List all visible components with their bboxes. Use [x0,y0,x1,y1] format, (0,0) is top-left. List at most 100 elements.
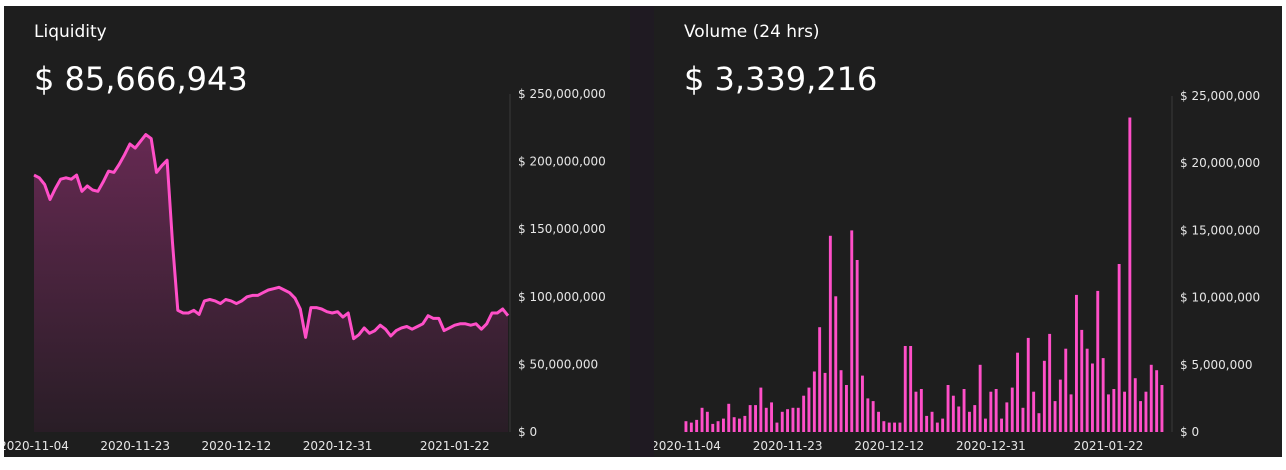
volume-bar [780,411,784,432]
volume-bar [1101,358,1105,432]
volume-bar [935,422,939,432]
volume-bar [866,398,870,432]
x-tick-label: 2020-11-04 [4,439,69,453]
volume-bar [1155,370,1159,432]
volume-bar [871,401,875,432]
volume-bar [1016,352,1019,432]
volume-bar [807,387,811,432]
volume-bar [930,411,934,432]
x-tick-label: 2020-12-12 [854,439,924,453]
volume-bar [951,395,955,432]
volume-bar [1000,418,1003,432]
volume-bar [1032,391,1036,432]
volume-bar [994,389,998,432]
volume-bar [1075,294,1078,432]
volume-bar [1160,385,1164,432]
volume-bar [973,405,977,432]
volume-bar [903,346,907,432]
x-tick-label: 2021-01-22 [420,439,490,453]
y-tick-label: $ 20,000,000 [1180,156,1260,170]
volume-bar [695,419,699,432]
volume-bar [812,371,816,432]
volume-bar [1117,264,1121,432]
volume-bar [828,235,832,432]
volume-bar [882,421,886,432]
volume-bar [796,407,800,432]
volume-bar [700,407,704,432]
liquidity-panel: Liquidity $ 85,666,943 $ 250,000,000 $ 20… [4,6,630,457]
volume-bar [1048,333,1052,432]
volume-bar [1042,360,1046,432]
volume-bar [941,418,945,432]
volume-bar [1064,348,1068,432]
volume-bar [919,389,923,432]
y-tick-label: $ 15,000,000 [1180,223,1260,237]
y-tick-label: $ 0 [518,425,537,439]
y-tick-label: $ 25,000,000 [1180,89,1260,103]
volume-bar [743,415,747,432]
volume-bar [850,230,854,432]
volume-bar [1107,394,1110,432]
volume-bar [823,372,827,432]
volume-bar [738,418,741,432]
volume-chart: $ 25,000,000 $ 20,000,000 $ 15,000,000 $ 10… [654,89,1260,453]
volume-bar [1005,402,1009,432]
volume-bar [855,260,859,432]
volume-bar [962,389,966,432]
volume-bar [1037,413,1041,432]
y-tick-label: $ 10,000,000 [1180,291,1260,305]
volume-bar [786,409,789,432]
volume-bar [1144,391,1148,432]
y-tick-label: $ 0 [1180,425,1199,439]
y-tick-label: $ 100,000,000 [518,290,606,304]
volume-bar [989,391,993,432]
y-tick-label: $ 5,000,000 [1180,358,1253,372]
volume-bar [839,370,843,432]
liquidity-area-fill [34,134,508,432]
volume-bar [818,327,822,432]
liquidity-series-line [33,133,510,341]
volume-bar [759,387,763,432]
volume-bar [1128,117,1132,432]
volume-bar [770,402,773,432]
volume-bar [957,406,961,432]
volume-bar [1026,337,1030,432]
x-tick-label: 2021-01-22 [1074,439,1144,453]
liquidity-title: Liquidity [34,22,107,42]
volume-bar [1010,387,1014,432]
x-tick-label: 2020-11-23 [753,439,823,453]
volume-panel: Volume (24 hrs) $ 3,339,216 $ 25,000,000… [654,6,1282,457]
volume-title: Volume (24 hrs) [684,22,820,42]
volume-bar [1096,290,1100,432]
y-tick-label: $ 250,000,000 [518,87,606,101]
volume-bar [754,405,757,432]
volume-bar [722,418,725,432]
volume-bar [1080,329,1084,432]
volume-bar [1133,378,1137,432]
volume-bar [1112,389,1116,432]
volume-bar [802,395,806,432]
x-tick-label: 2020-12-31 [303,439,373,453]
volume-bar [914,391,918,432]
x-tick-label: 2020-12-31 [956,439,1026,453]
x-tick-label: 2020-11-04 [654,439,721,453]
volume-bar [978,364,982,432]
y-tick-label: $ 150,000,000 [518,222,606,236]
volume-bar [909,346,913,432]
volume-bar [1021,407,1025,432]
volume-bar [764,407,768,432]
volume-bar [898,422,902,432]
volume-bar [775,422,779,432]
x-tick-label: 2020-11-23 [100,439,170,453]
volume-bar [946,385,950,432]
volume-bar [861,375,864,432]
volume-bar [705,411,709,432]
volume-bar [748,405,752,432]
liquidity-value: $ 85,666,943 [34,60,248,98]
volume-bar [791,407,795,432]
volume-bar [1053,401,1057,432]
volume-bar [1139,401,1142,432]
volume-bar [968,411,971,432]
volume-bar [925,415,929,432]
volume-bar [834,296,838,432]
